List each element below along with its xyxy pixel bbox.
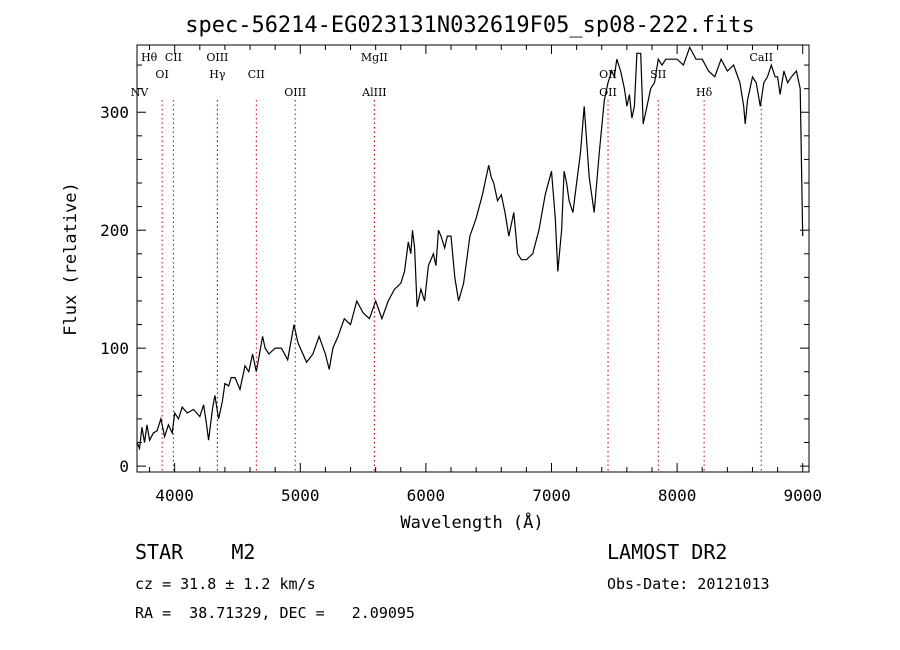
chart-title: spec-56214-EG023131N032619F05_sp08-222.f… (185, 13, 755, 38)
x-tick-label: 9000 (783, 486, 822, 505)
y-tick-label: 0 (119, 457, 129, 476)
spectral-line-label: OII (599, 86, 617, 99)
spectral-line-label: CII (165, 51, 182, 64)
ra-dec: RA = 38.71329, DEC = 2.09095 (135, 604, 415, 622)
spectral-line-label: Hγ (209, 68, 226, 81)
x-tick-label: 4000 (155, 486, 194, 505)
y-axis: 0 100 200 300 (100, 64, 809, 476)
x-tick-label: 6000 (407, 486, 446, 505)
spectral-line-label: CII (248, 68, 265, 81)
spectral-line-label: AlIII (361, 86, 387, 99)
y-axis-label: Flux (relative) (61, 182, 81, 336)
spectral-line-label: OIII (206, 51, 228, 64)
y-tick-label: 200 (100, 221, 129, 240)
spectral-line-label: NV (131, 86, 150, 99)
plot-frame (136, 44, 810, 473)
x-tick-label: 7000 (532, 486, 571, 505)
x-tick-label: 8000 (658, 486, 697, 505)
x-axis: 4000 5000 6000 7000 8000 9000 (149, 45, 822, 505)
spectral-line-label: SII (650, 68, 666, 81)
x-axis-label: Wavelength (Å) (400, 511, 543, 533)
obs-date: Obs-Date: 20121013 (607, 575, 770, 593)
spectrum-line (136, 45, 804, 451)
spectral-line-label: CaII (749, 51, 773, 64)
spectral-line-label: Hθ (141, 51, 158, 64)
redshift-cz: cz = 31.8 ± 1.2 km/s (135, 575, 316, 593)
object-class: STAR M2 (135, 540, 256, 564)
spectral-line-label: OI (155, 68, 168, 81)
spectral-line-label: Hδ (696, 86, 713, 99)
y-tick-label: 100 (100, 339, 129, 358)
spectral-line-label: MgII (361, 51, 388, 64)
x-tick-label: 5000 (281, 486, 320, 505)
spectral-line-label: OIII (284, 86, 306, 99)
survey-name: LAMOST DR2 (607, 540, 728, 564)
y-tick-label: 300 (100, 103, 129, 122)
